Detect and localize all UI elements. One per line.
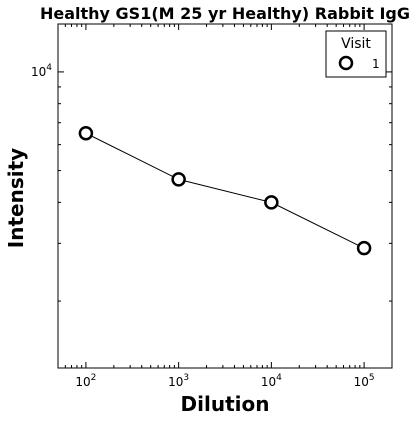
x-tick-labels: 102 103 104 105 [75, 373, 374, 389]
x-tick-label: 102 [75, 373, 96, 389]
data-point [264, 195, 279, 210]
x-tick-label: 103 [168, 373, 189, 389]
x-tick-label: 105 [354, 373, 375, 389]
y-tick-label: 104 [31, 63, 52, 79]
y-tick-labels: 104 [31, 63, 52, 79]
data-point [78, 125, 94, 141]
legend-marker-icon [338, 55, 354, 71]
y-axis-label: Intensity [4, 148, 28, 248]
minor-ticks [57, 24, 393, 368]
legend-title: Visit [341, 36, 371, 52]
x-tick-label: 104 [261, 373, 282, 389]
legend-box [325, 30, 387, 78]
x-axis-label: Dilution [181, 392, 270, 416]
plot-area [57, 23, 393, 369]
data-point [171, 172, 186, 187]
chart-title: Healthy GS1(M 25 yr Healthy) Rabbit IgG [40, 4, 410, 23]
data-point [356, 240, 372, 256]
legend-series-label: 1 [372, 57, 380, 71]
major-ticks [58, 24, 392, 368]
series-line [85, 132, 365, 249]
series-layer [78, 125, 372, 256]
legend: Visit 1 [325, 30, 387, 78]
